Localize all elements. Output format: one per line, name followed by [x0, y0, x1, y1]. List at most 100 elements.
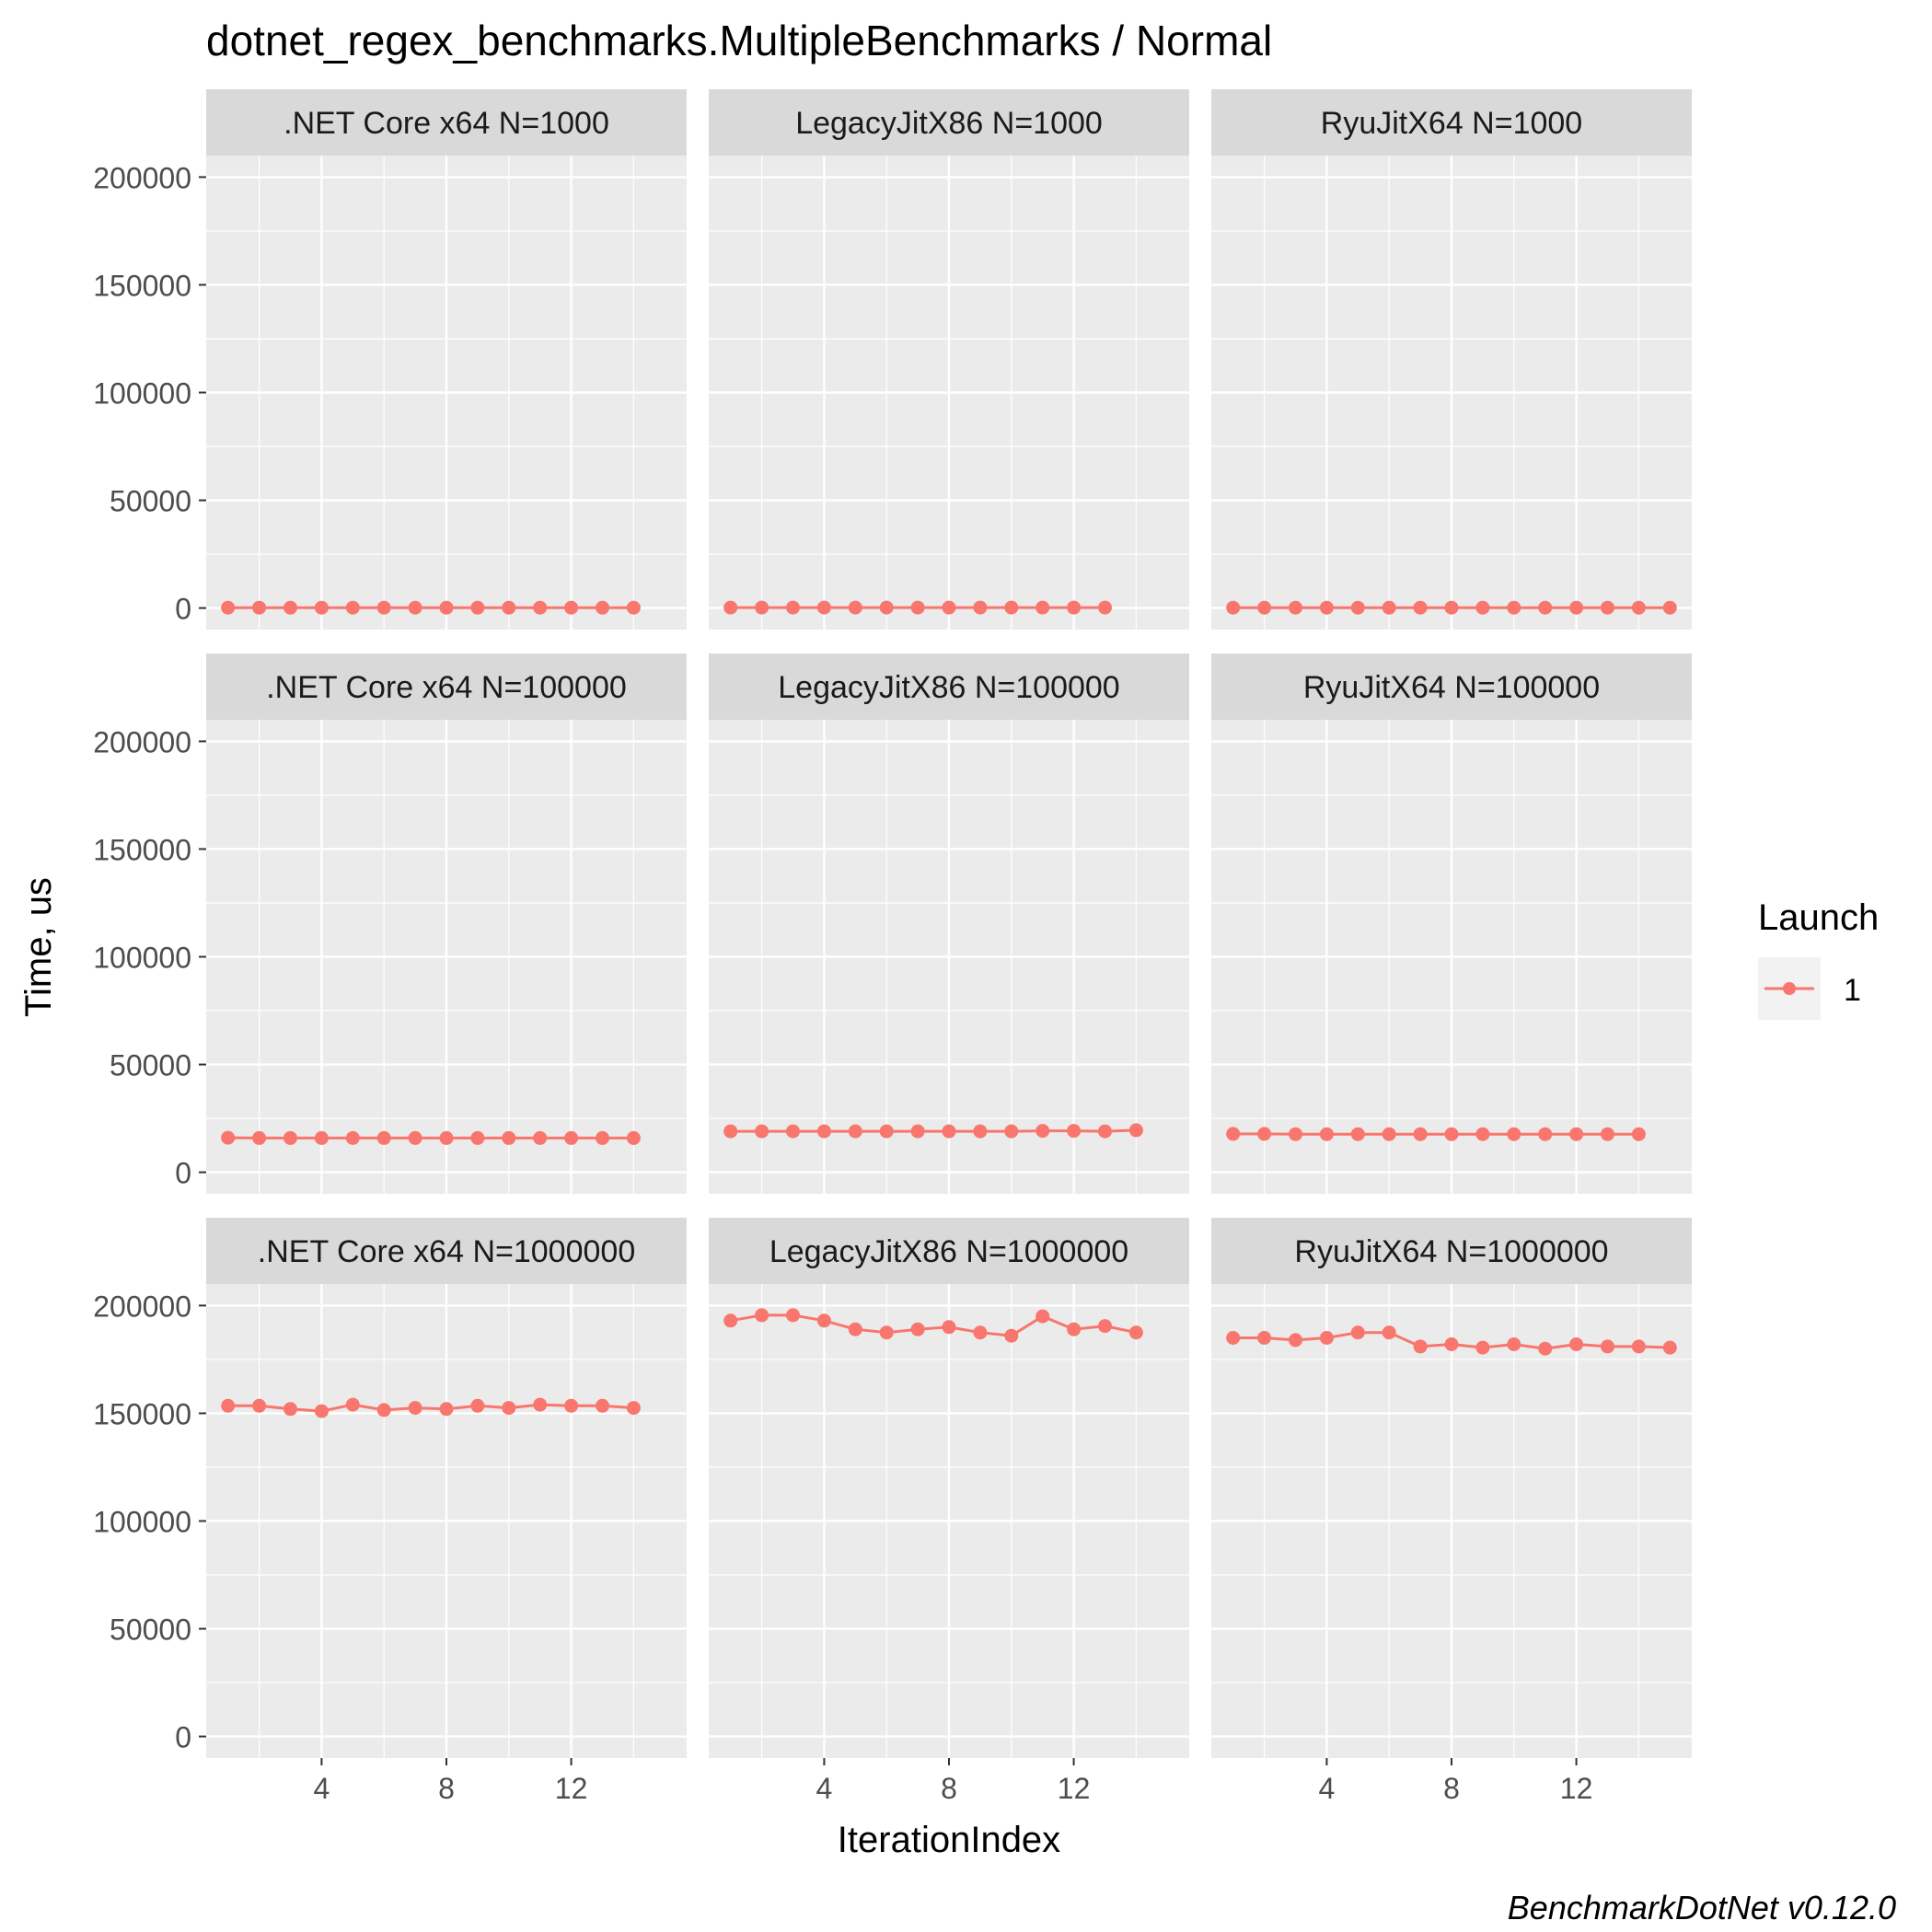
data-point [816, 600, 831, 615]
y-tick-label: 50000 [110, 1049, 191, 1082]
facet-strip [1211, 1218, 1692, 1284]
y-tick-label: 200000 [93, 161, 191, 194]
facet-panel: .NET Core x64 N=1000 0 50000 100000 150000 20… [93, 89, 687, 630]
data-point [1289, 1127, 1302, 1141]
data-point [1382, 1127, 1396, 1141]
data-point [723, 600, 738, 615]
data-point [1601, 1339, 1614, 1354]
x-tick-label: 8 [438, 1772, 455, 1805]
x-tick-label: 8 [941, 1772, 957, 1805]
facet-panel: LegacyJitX86 N=100000 [709, 654, 1189, 1194]
data-point [755, 600, 769, 615]
data-point [1289, 1333, 1302, 1348]
y-tick-label: 150000 [93, 269, 191, 302]
data-point [439, 1402, 454, 1417]
data-point [470, 600, 485, 615]
data-point [910, 1322, 925, 1336]
x-tick-label: 4 [314, 1772, 330, 1805]
data-point [502, 600, 516, 615]
data-point [439, 1130, 454, 1145]
data-point [408, 1130, 422, 1145]
data-point [1098, 600, 1112, 615]
data-point [973, 1325, 988, 1340]
data-point [1475, 1127, 1490, 1141]
data-point [345, 1397, 360, 1412]
data-point [1004, 1328, 1019, 1343]
facet-strip-label: LegacyJitX86 N=1000000 [769, 1234, 1128, 1269]
data-point [1601, 600, 1614, 615]
facet-panel: RyuJitX64 N=1000 [1211, 89, 1692, 630]
data-point [1475, 1340, 1490, 1355]
facet-strip [709, 654, 1189, 720]
data-point [252, 1398, 267, 1413]
facet-strip-label: LegacyJitX86 N=1000 [795, 106, 1103, 141]
data-point [1257, 1331, 1272, 1345]
data-point [1475, 600, 1490, 615]
data-point [1631, 1339, 1646, 1354]
data-point [1569, 1127, 1584, 1141]
y-tick-label: 0 [175, 593, 191, 626]
data-point [533, 1130, 548, 1145]
data-point [755, 1308, 769, 1323]
facet-panel: LegacyJitX86 N=1000 [709, 89, 1189, 630]
data-point [1067, 1124, 1082, 1139]
data-point [221, 1398, 236, 1413]
data-point [1004, 1124, 1019, 1139]
facet-strip-label: RyuJitX64 N=1000 [1321, 106, 1582, 141]
y-tick-label: 200000 [93, 725, 191, 758]
data-point [408, 600, 422, 615]
y-axis-label: Time, us [18, 877, 59, 1017]
data-point [1350, 600, 1365, 615]
legend-entry-label: 1 [1844, 973, 1861, 1008]
y-tick-label: 100000 [93, 377, 191, 411]
data-point [533, 1397, 548, 1412]
data-point [1098, 1124, 1112, 1139]
data-point [470, 1398, 485, 1413]
facet-panel: RyuJitX64 N=1000000 4 8 12 [1211, 1218, 1692, 1805]
data-point [314, 600, 329, 615]
data-point [221, 1130, 236, 1145]
data-point [502, 1130, 516, 1145]
data-point [1538, 1341, 1553, 1356]
facet-strip-label: RyuJitX64 N=100000 [1303, 670, 1600, 705]
data-point [1413, 1127, 1428, 1141]
data-point [1631, 1127, 1646, 1141]
facet-strip [709, 1218, 1189, 1284]
facet-panel: RyuJitX64 N=100000 [1211, 654, 1692, 1194]
x-tick-label: 8 [1443, 1772, 1460, 1805]
data-point [1413, 1339, 1428, 1354]
data-point [1226, 1331, 1241, 1345]
data-point [376, 1403, 391, 1417]
data-point [973, 600, 988, 615]
data-point [626, 1130, 641, 1145]
y-tick-label: 50000 [110, 1614, 191, 1647]
facet-strip [709, 89, 1189, 156]
data-point [786, 600, 800, 615]
legend-title: Launch [1758, 897, 1879, 938]
data-point [848, 1124, 862, 1139]
data-point [1569, 600, 1584, 615]
facet-strip-label: .NET Core x64 N=1000000 [258, 1234, 635, 1269]
data-point [879, 1325, 894, 1340]
x-tick-label: 12 [1058, 1772, 1091, 1805]
x-tick-label: 12 [1560, 1772, 1593, 1805]
data-point [283, 1130, 297, 1145]
data-point [1319, 1127, 1334, 1141]
facet-strip [206, 654, 687, 720]
facet-strip-label: RyuJitX64 N=1000000 [1294, 1234, 1608, 1269]
data-point [1350, 1127, 1365, 1141]
data-point [1382, 600, 1396, 615]
data-point [596, 600, 609, 615]
data-point [1289, 600, 1302, 615]
data-point [283, 1402, 297, 1417]
facet-panel: .NET Core x64 N=1000000 0 50000 100000 15000… [93, 1218, 687, 1805]
facet-strip-label: .NET Core x64 N=1000 [283, 106, 609, 141]
data-point [1004, 600, 1019, 615]
data-point [786, 1124, 800, 1139]
data-point [596, 1130, 609, 1145]
y-tick-label: 0 [175, 1157, 191, 1190]
data-point [1035, 1309, 1050, 1324]
data-point [786, 1308, 800, 1323]
facet-strip-label: LegacyJitX86 N=100000 [778, 670, 1119, 705]
